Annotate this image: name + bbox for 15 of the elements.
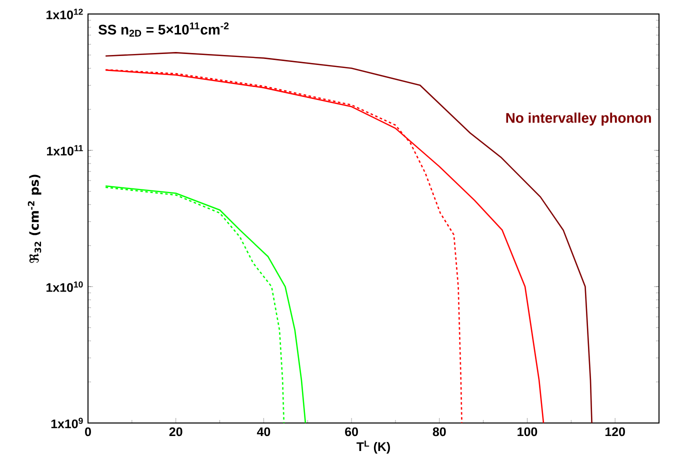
text: No intervalley phonon (506, 112, 651, 126)
x-tick-label: 20 (169, 427, 182, 436)
x-tick-label: 100 (518, 427, 538, 436)
x-tick-label: 60 (345, 427, 358, 436)
y-tick-label: 1x10$^{10}$ (46, 281, 83, 292)
x-tick-label: 80 (432, 427, 446, 436)
x-tick-label: 40 (256, 427, 270, 436)
x-tick-label: 120 (605, 427, 625, 436)
y-axis-title: ℜ$_{32}$ (cm$^{-2}$ ps) (28, 174, 42, 263)
x-axis-title: T$^{L}$ (K) (356, 440, 390, 454)
x-tick-label: 0 (85, 427, 91, 436)
y-tick-label: 1x10$^{9}$ (51, 418, 83, 428)
annotation: SS n$_{2D}$ = 5×10$^{11}$cm$^{-2}$ (98, 22, 229, 37)
y-tick-label: 1x10$^{12}$ (46, 8, 83, 20)
y-tick-label: 1x10$^{11}$ (47, 145, 83, 156)
